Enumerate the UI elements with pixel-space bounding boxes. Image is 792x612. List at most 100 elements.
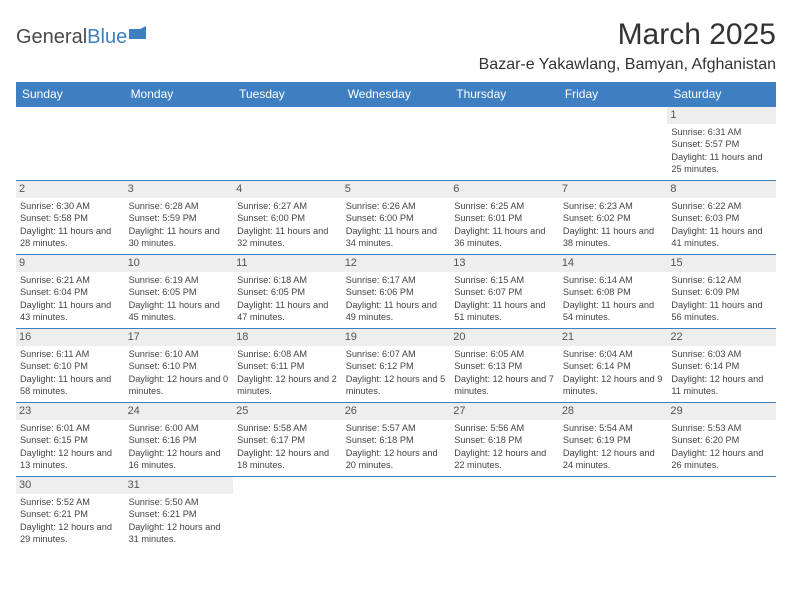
day-number: 13 <box>450 255 559 272</box>
calendar-cell: 3Sunrise: 6:28 AMSunset: 5:59 PMDaylight… <box>125 181 234 255</box>
calendar-cell: 18Sunrise: 6:08 AMSunset: 6:11 PMDayligh… <box>233 329 342 403</box>
day-number: 4 <box>233 181 342 198</box>
day-number: 2 <box>16 181 125 198</box>
daylight-text: Daylight: 11 hours and 36 minutes. <box>454 225 555 250</box>
calendar-cell: 8Sunrise: 6:22 AMSunset: 6:03 PMDaylight… <box>667 181 776 255</box>
daylight-text: Daylight: 11 hours and 54 minutes. <box>563 299 664 324</box>
daylight-text: Daylight: 12 hours and 22 minutes. <box>454 447 555 472</box>
sunset-text: Sunset: 6:21 PM <box>20 508 121 520</box>
sunrise-text: Sunrise: 6:15 AM <box>454 274 555 286</box>
sunset-text: Sunset: 6:14 PM <box>563 360 664 372</box>
day-info: Sunrise: 6:03 AMSunset: 6:14 PMDaylight:… <box>671 348 772 398</box>
day-number: 27 <box>450 403 559 420</box>
daylight-text: Daylight: 12 hours and 0 minutes. <box>129 373 230 398</box>
daylight-text: Daylight: 11 hours and 25 minutes. <box>671 151 772 176</box>
sunrise-text: Sunrise: 6:22 AM <box>671 200 772 212</box>
calendar-cell: 17Sunrise: 6:10 AMSunset: 6:10 PMDayligh… <box>125 329 234 403</box>
day-number: 18 <box>233 329 342 346</box>
sunset-text: Sunset: 6:19 PM <box>563 434 664 446</box>
sunset-text: Sunset: 6:11 PM <box>237 360 338 372</box>
day-info: Sunrise: 5:57 AMSunset: 6:18 PMDaylight:… <box>346 422 447 472</box>
calendar-cell: 6Sunrise: 6:25 AMSunset: 6:01 PMDaylight… <box>450 181 559 255</box>
day-info: Sunrise: 6:22 AMSunset: 6:03 PMDaylight:… <box>671 200 772 250</box>
sunset-text: Sunset: 6:15 PM <box>20 434 121 446</box>
sunrise-text: Sunrise: 6:03 AM <box>671 348 772 360</box>
sunrise-text: Sunrise: 6:10 AM <box>129 348 230 360</box>
calendar-cell <box>450 477 559 551</box>
day-info: Sunrise: 6:14 AMSunset: 6:08 PMDaylight:… <box>563 274 664 324</box>
day-number: 22 <box>667 329 776 346</box>
sunset-text: Sunset: 6:18 PM <box>346 434 447 446</box>
logo-text-general: General <box>16 26 87 49</box>
sunrise-text: Sunrise: 5:52 AM <box>20 496 121 508</box>
sunset-text: Sunset: 6:06 PM <box>346 286 447 298</box>
sunrise-text: Sunrise: 6:12 AM <box>671 274 772 286</box>
day-number: 9 <box>16 255 125 272</box>
sunset-text: Sunset: 6:16 PM <box>129 434 230 446</box>
calendar-cell <box>125 107 234 181</box>
daylight-text: Daylight: 11 hours and 47 minutes. <box>237 299 338 324</box>
daylight-text: Daylight: 11 hours and 28 minutes. <box>20 225 121 250</box>
sunset-text: Sunset: 6:14 PM <box>671 360 772 372</box>
sunset-text: Sunset: 5:59 PM <box>129 212 230 224</box>
day-info: Sunrise: 6:01 AMSunset: 6:15 PMDaylight:… <box>20 422 121 472</box>
sunrise-text: Sunrise: 5:58 AM <box>237 422 338 434</box>
sunset-text: Sunset: 6:01 PM <box>454 212 555 224</box>
logo-text-blue: Blue <box>87 26 127 49</box>
day-number: 30 <box>16 477 125 494</box>
calendar-page: General Blue March 2025 Bazar-e Yakawlan… <box>0 0 792 551</box>
day-number: 17 <box>125 329 234 346</box>
day-header: Tuesday <box>233 82 342 107</box>
sunrise-text: Sunrise: 6:21 AM <box>20 274 121 286</box>
daylight-text: Daylight: 12 hours and 9 minutes. <box>563 373 664 398</box>
calendar-cell: 30Sunrise: 5:52 AMSunset: 6:21 PMDayligh… <box>16 477 125 551</box>
day-info: Sunrise: 6:17 AMSunset: 6:06 PMDaylight:… <box>346 274 447 324</box>
sunset-text: Sunset: 6:05 PM <box>237 286 338 298</box>
day-header: Sunday <box>16 82 125 107</box>
sunset-text: Sunset: 5:58 PM <box>20 212 121 224</box>
calendar-cell: 23 Sunrise: 6:01 AMSunset: 6:15 PMDayligh… <box>16 403 125 477</box>
daylight-text: Daylight: 12 hours and 16 minutes. <box>129 447 230 472</box>
day-info: Sunrise: 6:30 AMSunset: 5:58 PMDaylight:… <box>20 200 121 250</box>
calendar-cell: 5Sunrise: 6:26 AMSunset: 6:00 PMDaylight… <box>342 181 451 255</box>
calendar-cell: 1Sunrise: 6:31 AMSunset: 5:57 PMDaylight… <box>667 107 776 181</box>
calendar-cell: 4Sunrise: 6:27 AMSunset: 6:00 PMDaylight… <box>233 181 342 255</box>
sunrise-text: Sunrise: 5:56 AM <box>454 422 555 434</box>
calendar-cell: 21Sunrise: 6:04 AMSunset: 6:14 PMDayligh… <box>559 329 668 403</box>
daylight-text: Daylight: 11 hours and 30 minutes. <box>129 225 230 250</box>
day-info: Sunrise: 6:18 AMSunset: 6:05 PMDaylight:… <box>237 274 338 324</box>
day-info: Sunrise: 5:56 AMSunset: 6:18 PMDaylight:… <box>454 422 555 472</box>
day-info: Sunrise: 6:12 AMSunset: 6:09 PMDaylight:… <box>671 274 772 324</box>
day-info: Sunrise: 6:07 AMSunset: 6:12 PMDaylight:… <box>346 348 447 398</box>
sunrise-text: Sunrise: 6:28 AM <box>129 200 230 212</box>
calendar-cell <box>16 107 125 181</box>
calendar-cell <box>559 107 668 181</box>
calendar-cell: 11Sunrise: 6:18 AMSunset: 6:05 PMDayligh… <box>233 255 342 329</box>
sunset-text: Sunset: 6:09 PM <box>671 286 772 298</box>
sunset-text: Sunset: 6:08 PM <box>563 286 664 298</box>
sunrise-text: Sunrise: 6:26 AM <box>346 200 447 212</box>
day-header: Monday <box>125 82 234 107</box>
daylight-text: Daylight: 11 hours and 56 minutes. <box>671 299 772 324</box>
sunrise-text: Sunrise: 6:17 AM <box>346 274 447 286</box>
calendar-cell: 14Sunrise: 6:14 AMSunset: 6:08 PMDayligh… <box>559 255 668 329</box>
day-number: 28 <box>559 403 668 420</box>
sunset-text: Sunset: 6:18 PM <box>454 434 555 446</box>
sunrise-text: Sunrise: 5:54 AM <box>563 422 664 434</box>
calendar-cell: 31Sunrise: 5:50 AMSunset: 6:21 PMDayligh… <box>125 477 234 551</box>
day-number: 6 <box>450 181 559 198</box>
day-number: 10 <box>125 255 234 272</box>
calendar-cell <box>342 107 451 181</box>
day-number: 23 <box>16 403 125 420</box>
header-right: March 2025 Bazar-e Yakawlang, Bamyan, Af… <box>479 18 776 74</box>
sunset-text: Sunset: 6:00 PM <box>237 212 338 224</box>
day-number: 12 <box>342 255 451 272</box>
calendar-cell: 12 Sunrise: 6:17 AMSunset: 6:06 PMDayligh… <box>342 255 451 329</box>
sunset-text: Sunset: 6:02 PM <box>563 212 664 224</box>
day-info: Sunrise: 6:21 AMSunset: 6:04 PMDaylight:… <box>20 274 121 324</box>
day-number: 31 <box>125 477 234 494</box>
day-info: Sunrise: 6:15 AMSunset: 6:07 PMDaylight:… <box>454 274 555 324</box>
calendar-cell <box>233 107 342 181</box>
day-number: 20 <box>450 329 559 346</box>
day-info: Sunrise: 6:05 AMSunset: 6:13 PMDaylight:… <box>454 348 555 398</box>
